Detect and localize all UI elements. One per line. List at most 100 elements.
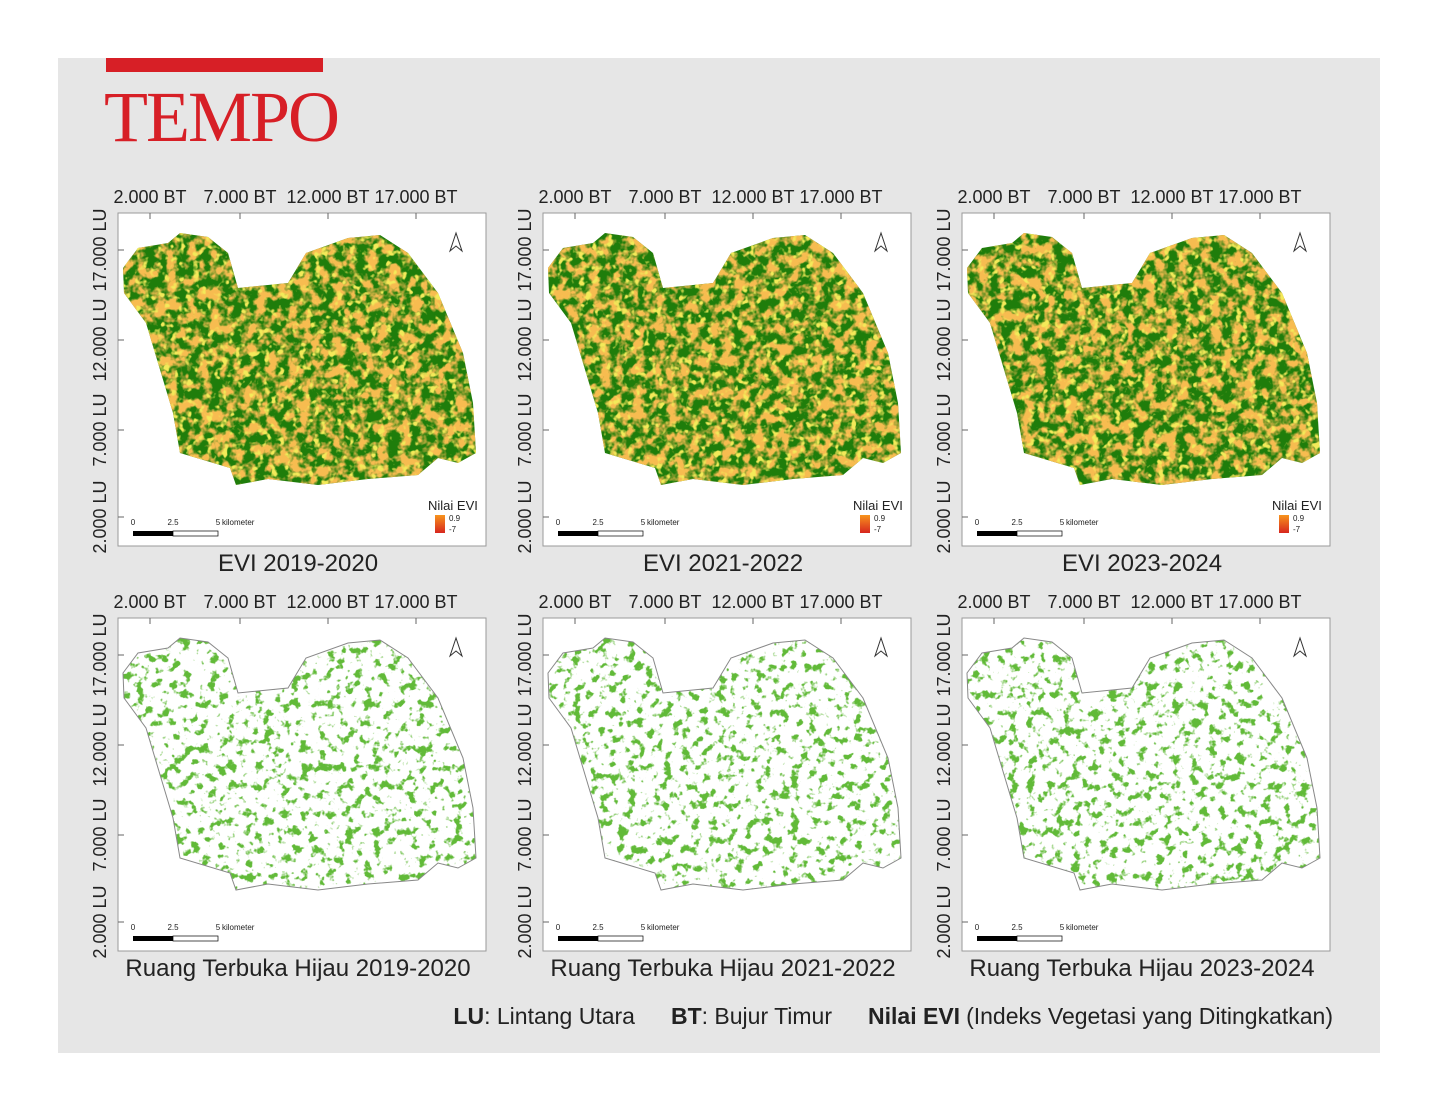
footer-definition: : Lintang Utara (484, 1003, 635, 1029)
mid-evi (123, 233, 476, 485)
green-space (123, 638, 476, 890)
scale-label: 2.5 (592, 923, 604, 932)
x-axis-label: 12.000 BT (1130, 592, 1213, 612)
scale-white (597, 530, 644, 537)
x-axis-label: 7.000 BT (1047, 592, 1120, 612)
scale-label: kilometer (222, 923, 255, 932)
map-panel: 2.000 BT 7.000 BT 12.000 BT 17.000 BT 2.000 … (90, 187, 487, 577)
y-axis-label: 12.000 LU (515, 703, 535, 786)
legend-title: Nilai EVI (428, 498, 478, 513)
y-axis-label: 7.000 LU (934, 393, 954, 466)
footer-term: LU (453, 1003, 485, 1029)
scale-black (133, 936, 173, 941)
x-axis-label: 7.000 BT (628, 187, 701, 207)
x-axis-label: 7.000 BT (203, 187, 276, 207)
scale-black (977, 531, 1017, 536)
north-arrow (873, 231, 889, 253)
y-axis-label: 7.000 LU (934, 798, 954, 871)
scale-label: 0 (975, 518, 980, 527)
scale-label: 0 (556, 923, 561, 932)
y-axis-label: 17.000 LU (90, 613, 110, 696)
scale-label: 2.5 (1011, 518, 1023, 527)
legend-max: 0.9 (1293, 514, 1305, 523)
legend-min: -7 (874, 525, 882, 534)
scale-label: kilometer (1066, 518, 1099, 527)
legend-max: 0.9 (874, 514, 886, 523)
scale-white (172, 935, 219, 942)
map-panel: 2.000 BT 7.000 BT 12.000 BT 17.000 BT 2.000 … (90, 592, 487, 982)
mid-evi (548, 233, 901, 485)
y-axis-label: 12.000 LU (90, 298, 110, 381)
scale-label: 0 (556, 518, 561, 527)
map-area (548, 638, 901, 890)
x-axis-label: 7.000 BT (1047, 187, 1120, 207)
scale-label: 2.5 (1011, 923, 1023, 932)
footer-term: Nilai EVI (868, 1003, 961, 1029)
scale-label: 2.5 (167, 923, 179, 932)
x-axis-label: 2.000 BT (538, 592, 611, 612)
boundary (122, 637, 477, 891)
legend-swatch (860, 515, 870, 533)
scale-label: 5 (641, 518, 646, 527)
y-axis-label: 2.000 LU (934, 480, 954, 553)
scale-label: kilometer (647, 923, 680, 932)
panel-title: EVI 2019-2020 (218, 550, 378, 577)
y-axis-label: 7.000 LU (90, 393, 110, 466)
map-area (967, 233, 1320, 485)
scale-label: 2.5 (592, 518, 604, 527)
map-panel: 2.000 BT 7.000 BT 12.000 BT 17.000 BT 2.000 … (515, 187, 912, 577)
scale-label: 0 (131, 518, 136, 527)
legend-max: 0.9 (449, 514, 461, 523)
y-axis-label: 17.000 LU (515, 208, 535, 291)
x-axis-label: 17.000 BT (374, 592, 457, 612)
x-axis-label: 17.000 BT (799, 592, 882, 612)
north-arrow (1292, 636, 1308, 658)
scale-black (133, 531, 173, 536)
x-axis-label: 7.000 BT (203, 592, 276, 612)
y-axis-label: 12.000 LU (90, 703, 110, 786)
y-axis-label: 2.000 LU (934, 885, 954, 958)
scale-label: 5 (641, 923, 646, 932)
y-axis-label: 17.000 LU (934, 208, 954, 291)
logo: TEMPO (104, 77, 340, 157)
map-panel: 2.000 BT 7.000 BT 12.000 BT 17.000 BT 2.000 … (515, 592, 912, 982)
logo-bar (106, 58, 323, 72)
scale-label: 5 (1060, 923, 1065, 932)
scale-label: 5 (216, 923, 221, 932)
x-axis-label: 12.000 BT (711, 187, 794, 207)
legend-title: Nilai EVI (853, 498, 903, 513)
footer-item: Nilai EVI (Indeks Vegetasi yang Ditingkat… (868, 1003, 1333, 1030)
y-axis-label: 2.000 LU (90, 480, 110, 553)
panel-title: EVI 2023-2024 (1062, 550, 1222, 577)
x-axis-label: 17.000 BT (1218, 187, 1301, 207)
scale-label: 5 (1060, 518, 1065, 527)
x-axis-label: 2.000 BT (113, 592, 186, 612)
north-arrow (1292, 231, 1308, 253)
scale-label: 0 (975, 923, 980, 932)
y-axis-label: 12.000 LU (934, 703, 954, 786)
y-axis-label: 2.000 LU (90, 885, 110, 958)
x-axis-label: 7.000 BT (628, 592, 701, 612)
legend-min: -7 (449, 525, 457, 534)
map-area (123, 638, 476, 890)
x-axis-label: 12.000 BT (286, 592, 369, 612)
map-area (123, 233, 476, 485)
panel-title: Ruang Terbuka Hijau 2019-2020 (125, 955, 470, 982)
scale-black (558, 936, 598, 941)
scale-black (977, 936, 1017, 941)
x-axis-label: 2.000 BT (957, 592, 1030, 612)
map-area (967, 638, 1320, 890)
north-arrow (873, 636, 889, 658)
scale-label: 0 (131, 923, 136, 932)
y-axis-label: 12.000 LU (934, 298, 954, 381)
x-axis-label: 17.000 BT (799, 187, 882, 207)
footer-term: BT (670, 1003, 702, 1029)
scale-label: kilometer (1066, 923, 1099, 932)
x-axis-label: 2.000 BT (957, 187, 1030, 207)
x-axis-label: 2.000 BT (538, 187, 611, 207)
footer-item: BT: Bujur Timur (671, 1003, 832, 1030)
panel-title: Ruang Terbuka Hijau 2023-2024 (969, 955, 1314, 982)
scale-label: 5 (216, 518, 221, 527)
scale-black (558, 531, 598, 536)
